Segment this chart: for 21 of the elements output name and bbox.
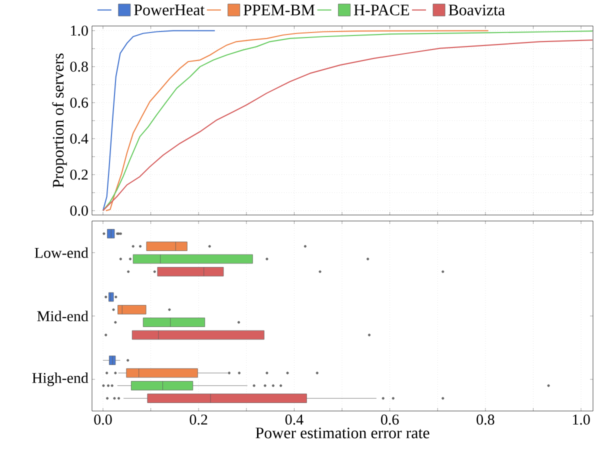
y-tick-label: 0.4 — [70, 134, 88, 144]
y-tick-label: Mid-end — [37, 310, 88, 322]
legend-label: PPEM-BM — [244, 4, 315, 16]
x-tick-label: 0.4 — [285, 414, 304, 425]
y-tick-label: 0.6 — [70, 98, 88, 108]
legend-label: Boavizta — [448, 4, 505, 16]
legend-label: PowerHeat — [134, 4, 205, 16]
y-tick-label: Low-end — [34, 247, 88, 258]
y-axis-title: Proportion of servers — [52, 54, 67, 188]
x-tick-label: 0.2 — [190, 414, 208, 425]
y-tick-label: 1.0 — [71, 26, 88, 36]
y-tick-label: High-end — [32, 372, 88, 386]
y-tick-label: 0.0 — [70, 206, 88, 216]
x-tick-label: 1.0 — [572, 414, 590, 425]
x-tick-label: 0.6 — [381, 414, 399, 425]
x-axis-title: Power estimation error rate — [256, 428, 430, 438]
y-tick-label: 0.2 — [70, 170, 88, 180]
legend-label: H-PACE — [354, 4, 410, 16]
x-tick-label: 0.8 — [476, 414, 494, 425]
x-tick-label: 0.0 — [94, 414, 112, 425]
y-tick-label: 0.8 — [70, 62, 88, 72]
